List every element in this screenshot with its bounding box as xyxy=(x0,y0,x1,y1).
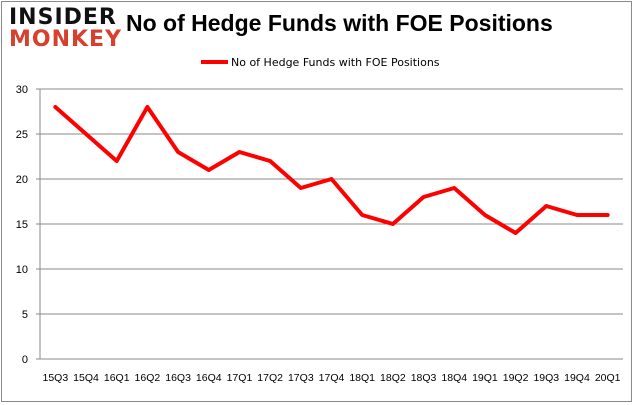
x-tick-label: 19Q3 xyxy=(533,372,559,384)
legend-label: No of Hedge Funds with FOE Positions xyxy=(231,56,440,69)
x-tick-label: 18Q1 xyxy=(349,372,375,384)
x-tick-label: 15Q3 xyxy=(42,372,68,384)
y-tick-label: 30 xyxy=(16,84,28,96)
insider-monkey-logo: INSIDER MONKEY xyxy=(9,7,122,51)
x-tick-label: 16Q2 xyxy=(135,372,161,384)
x-tick-label: 17Q2 xyxy=(257,372,283,384)
y-tick-label: 0 xyxy=(22,354,28,366)
y-tick-label: 10 xyxy=(16,264,28,276)
logo-line-1: INSIDER xyxy=(9,5,117,30)
y-tick-label: 25 xyxy=(16,129,28,141)
x-tick-label: 18Q4 xyxy=(441,372,467,384)
x-tick-label: 20Q1 xyxy=(595,372,621,384)
logo-line-2: MONKEY xyxy=(9,27,123,52)
chart-title: No of Hedge Funds with FOE Positions xyxy=(126,10,553,36)
x-tick-label: 19Q2 xyxy=(503,372,529,384)
x-tick-label: 19Q1 xyxy=(472,372,498,384)
y-tick-label: 5 xyxy=(22,309,28,321)
x-tick-label: 17Q4 xyxy=(319,372,345,384)
x-tick-label: 16Q1 xyxy=(104,372,130,384)
x-tick-label: 18Q3 xyxy=(411,372,437,384)
y-tick-label: 20 xyxy=(16,174,28,186)
x-tick-label: 19Q4 xyxy=(564,372,590,384)
y-tick-label: 15 xyxy=(16,219,28,231)
x-tick-label: 15Q4 xyxy=(73,372,99,384)
x-tick-label: 16Q4 xyxy=(196,372,222,384)
x-tick-label: 17Q1 xyxy=(227,372,253,384)
x-tick-label: 16Q3 xyxy=(165,372,191,384)
x-tick-label: 17Q3 xyxy=(288,372,314,384)
series-line xyxy=(53,105,610,235)
x-tick-label: 18Q2 xyxy=(380,372,406,384)
